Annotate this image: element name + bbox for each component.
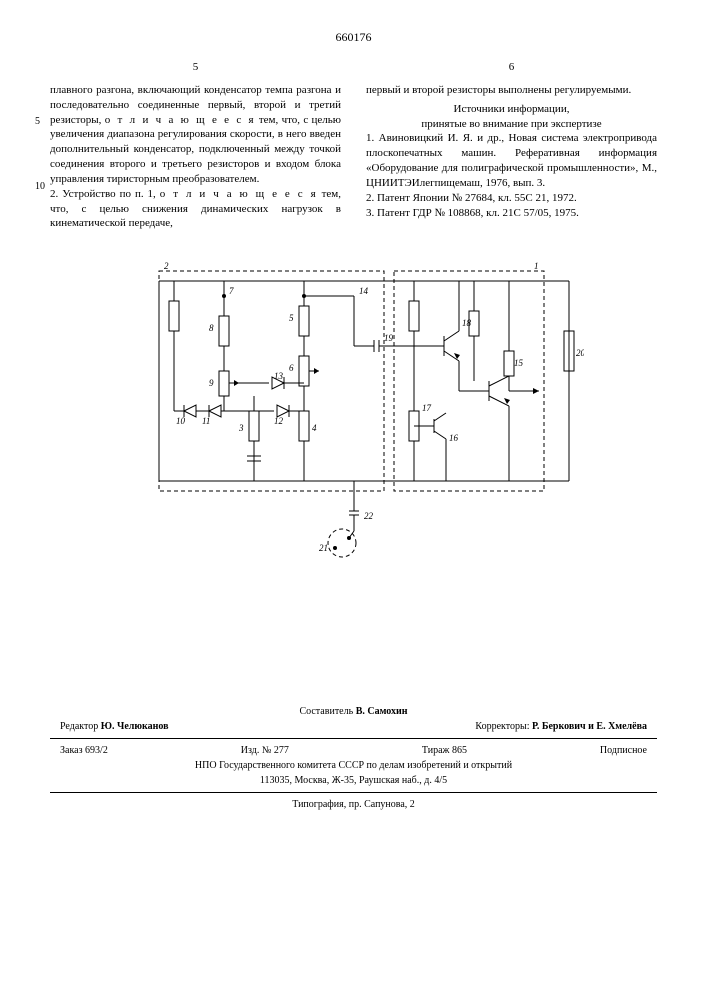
- svg-text:5: 5: [289, 313, 294, 323]
- sources-title: Источники информации,: [366, 102, 657, 117]
- typography: Типография, пр. Сапунова, 2: [50, 797, 657, 812]
- address: 113035, Москва, Ж-35, Раушская наб., д. …: [50, 773, 657, 788]
- left-para2-spaced: о т л и ч а ю щ е е с я: [160, 188, 318, 200]
- svg-text:6: 6: [289, 363, 294, 373]
- svg-text:17: 17: [422, 403, 432, 413]
- col-number-right: 6: [366, 60, 657, 75]
- right-para1: первый и второй резисторы выполнены регу…: [366, 83, 657, 98]
- left-para2-start: 2. Устройство по п. 1,: [50, 188, 160, 200]
- svg-text:22: 22: [364, 511, 374, 521]
- svg-text:10: 10: [176, 416, 186, 426]
- text-columns: 5 5 10 плавного разгона, включающий конд…: [50, 60, 657, 231]
- footer: Составитель В. Самохин Редактор Ю. Челюк…: [50, 704, 657, 812]
- compiler-label: Составитель: [299, 706, 353, 717]
- svg-text:19: 19: [384, 333, 394, 343]
- svg-text:8: 8: [209, 323, 214, 333]
- right-column: 6 первый и второй резисторы выполнены ре…: [366, 60, 657, 231]
- svg-text:4: 4: [312, 423, 317, 433]
- svg-text:14: 14: [359, 286, 369, 296]
- svg-text:12: 12: [274, 416, 284, 426]
- subscription: Подписное: [600, 743, 647, 758]
- svg-text:20: 20: [576, 348, 584, 358]
- document-number: 660176: [50, 30, 657, 45]
- ref2: 2. Патент Японии № 27684, кл. 55С 21, 19…: [366, 191, 657, 206]
- svg-text:2: 2: [164, 261, 169, 271]
- svg-text:3: 3: [238, 423, 244, 433]
- col-number-left: 5: [50, 60, 341, 75]
- svg-text:18: 18: [462, 318, 472, 328]
- ref1: 1. Авиновицкий И. Я. и др., Новая систем…: [366, 131, 657, 190]
- svg-text:7: 7: [229, 286, 234, 296]
- sources-sub: принятые во внимание при экспертизе: [366, 117, 657, 132]
- line-marker-5: 5: [35, 115, 40, 129]
- svg-text:16: 16: [449, 433, 459, 443]
- svg-text:21: 21: [319, 543, 328, 553]
- svg-text:11: 11: [202, 416, 210, 426]
- svg-text:1: 1: [534, 261, 539, 271]
- print-run: Тираж 865: [422, 743, 467, 758]
- left-column: 5 5 10 плавного разгона, включающий конд…: [50, 60, 341, 231]
- editor-name: Ю. Челюканов: [101, 721, 169, 732]
- corrector-label: Корректоры:: [475, 721, 529, 732]
- line-marker-10: 10: [35, 180, 45, 194]
- organization: НПО Государственного комитета СССР по де…: [50, 758, 657, 773]
- compiler-name: В. Самохин: [356, 706, 408, 717]
- editor-label: Редактор: [60, 721, 98, 732]
- svg-text:13: 13: [274, 371, 284, 381]
- edition-number: Изд. № 277: [241, 743, 289, 758]
- order-number: Заказ 693/2: [60, 743, 108, 758]
- ref3: 3. Патент ГДР № 108868, кл. 21С 57/05, 1…: [366, 206, 657, 221]
- circuit-diagram: .w{stroke:#000;stroke-width:1;fill:none}…: [50, 261, 657, 584]
- corrector-names: Р. Беркович и Е. Хмелёва: [532, 721, 647, 732]
- circuit-svg: .w{stroke:#000;stroke-width:1;fill:none}…: [124, 261, 584, 581]
- svg-text:9: 9: [209, 378, 214, 388]
- left-para1-spaced: о т л и ч а ю щ е е с я: [105, 114, 256, 126]
- svg-text:15: 15: [514, 358, 524, 368]
